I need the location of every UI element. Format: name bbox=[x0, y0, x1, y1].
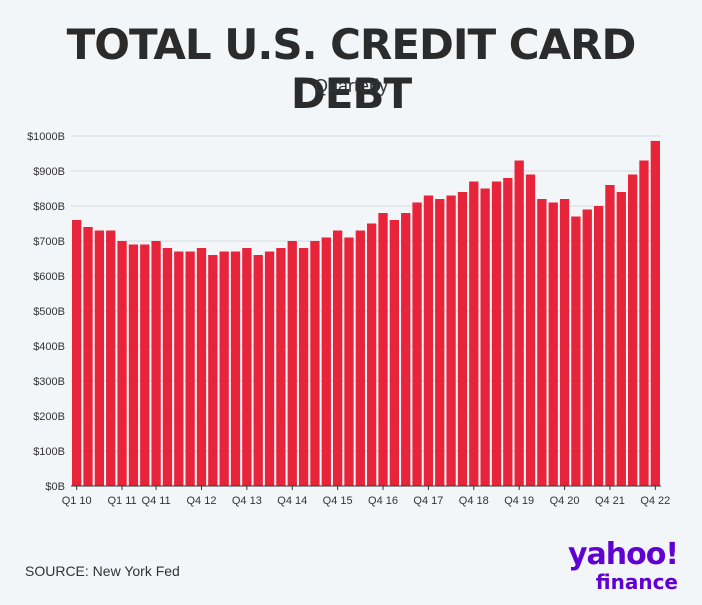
bar bbox=[491, 181, 502, 486]
x-tick-label: Q4 14 bbox=[277, 495, 307, 507]
bar bbox=[401, 213, 411, 486]
bar bbox=[582, 209, 592, 486]
bar-chart: $0B $100B $200B $300B $400B $500B $600B $700B $8… bbox=[27, 131, 670, 507]
bar bbox=[367, 223, 377, 486]
bar bbox=[378, 213, 388, 486]
x-tick-label: Q4 11 bbox=[142, 495, 171, 507]
bar bbox=[389, 220, 400, 486]
y-tick-label: $500B bbox=[33, 306, 65, 318]
bar bbox=[480, 188, 490, 486]
bar bbox=[253, 255, 263, 486]
bar bbox=[537, 199, 547, 486]
x-tick-label: Q4 15 bbox=[323, 495, 353, 507]
y-tick-label: $700B bbox=[33, 236, 65, 248]
yahoo-finance-logo: yahoo! finance bbox=[567, 537, 679, 594]
x-tick-label: Q4 21 bbox=[595, 495, 625, 507]
bar bbox=[446, 195, 456, 486]
chart-title: TOTAL U.S. CREDIT CARD DEBT bbox=[66, 20, 637, 118]
x-tick-label: Q4 13 bbox=[232, 495, 262, 507]
bar bbox=[106, 230, 116, 486]
y-tick-label: $0B bbox=[45, 481, 65, 493]
bar bbox=[650, 140, 660, 486]
bar bbox=[128, 244, 139, 486]
bar bbox=[344, 237, 354, 486]
bar bbox=[72, 220, 82, 486]
x-tick-label: Q1 10 bbox=[62, 495, 92, 507]
bar bbox=[264, 251, 275, 486]
y-tick-label: $600B bbox=[33, 271, 65, 283]
y-tick-label: $900B bbox=[33, 166, 65, 178]
x-tick-label: Q4 12 bbox=[186, 495, 216, 507]
bar bbox=[219, 251, 229, 486]
bar bbox=[151, 241, 161, 486]
y-tick-label: $100B bbox=[33, 446, 65, 458]
bar bbox=[162, 248, 173, 486]
y-tick-label: $200B bbox=[33, 411, 65, 423]
y-tick-label: $400B bbox=[33, 341, 65, 353]
x-tick-label: Q1 11 bbox=[107, 495, 136, 507]
bar bbox=[412, 202, 422, 486]
x-tick-label: Q4 16 bbox=[368, 495, 398, 507]
bar bbox=[196, 248, 207, 486]
bar bbox=[469, 181, 479, 486]
x-tick-label: Q4 18 bbox=[459, 495, 489, 507]
bar bbox=[321, 237, 331, 486]
source-note: SOURCE: New York Fed bbox=[25, 563, 180, 579]
bar bbox=[627, 174, 638, 486]
bar bbox=[593, 206, 604, 486]
bar bbox=[174, 251, 184, 486]
bar bbox=[140, 244, 150, 486]
bar bbox=[571, 216, 581, 486]
bar bbox=[230, 251, 241, 486]
bar bbox=[242, 248, 252, 486]
logo-sub: finance bbox=[595, 570, 678, 594]
bar bbox=[94, 230, 105, 486]
bar bbox=[117, 241, 127, 486]
bar bbox=[525, 174, 536, 486]
chart-subtitle: Quarterly bbox=[313, 76, 389, 96]
y-tick-label: $800B bbox=[33, 201, 65, 213]
bar bbox=[559, 199, 570, 486]
bar bbox=[639, 160, 649, 486]
bar bbox=[185, 251, 195, 486]
bar bbox=[605, 185, 615, 486]
bar bbox=[503, 178, 513, 486]
y-tick-label: $300B bbox=[33, 376, 65, 388]
x-tick-label: Q4 22 bbox=[640, 495, 670, 507]
bar bbox=[423, 195, 434, 486]
bar bbox=[548, 202, 558, 486]
bar bbox=[435, 199, 445, 486]
bar bbox=[83, 227, 93, 486]
x-tick-label: Q4 17 bbox=[413, 495, 443, 507]
logo-word: yahoo! bbox=[567, 537, 679, 572]
bar bbox=[310, 241, 320, 486]
bar bbox=[276, 248, 286, 486]
bar bbox=[332, 230, 343, 486]
bar bbox=[208, 255, 218, 486]
x-tick-label: Q4 19 bbox=[504, 495, 534, 507]
x-tick-label: Q4 20 bbox=[550, 495, 580, 507]
bar bbox=[457, 192, 468, 486]
bar bbox=[287, 241, 297, 486]
bar bbox=[355, 230, 365, 486]
bar bbox=[514, 160, 524, 486]
y-tick-label: $1000B bbox=[27, 131, 65, 143]
bar bbox=[298, 248, 309, 486]
bar bbox=[616, 192, 626, 486]
